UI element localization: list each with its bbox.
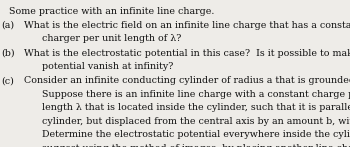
Text: Determine the electrostatic potential everywhere inside the cylinder.  I: Determine the electrostatic potential ev…	[24, 130, 350, 139]
Text: charger per unit length of λ?: charger per unit length of λ?	[24, 34, 181, 43]
Text: (b): (b)	[2, 49, 15, 57]
Text: length λ that is located inside the cylinder, such that it is parallel to the: length λ that is located inside the cyli…	[24, 103, 350, 112]
Text: cylinder, but displaced from the central axis by an amount b, with b < a.: cylinder, but displaced from the central…	[24, 117, 350, 126]
Text: What is the electric field on an infinite line charge that has a constant: What is the electric field on an infinit…	[24, 21, 350, 30]
Text: potential vanish at infinity?: potential vanish at infinity?	[24, 62, 173, 71]
Text: (c): (c)	[2, 76, 15, 85]
Text: What is the electrostatic potential in this case?  Is it possible to make the: What is the electrostatic potential in t…	[24, 49, 350, 57]
Text: Some practice with an infinite line charge.: Some practice with an infinite line char…	[9, 7, 214, 16]
Text: Consider an infinite conducting cylinder of radius a that is grounded.: Consider an infinite conducting cylinder…	[24, 76, 350, 85]
Text: suggest using the method of images, by placing another line charge outside: suggest using the method of images, by p…	[24, 144, 350, 147]
Text: (a): (a)	[2, 21, 15, 30]
Text: Suppose there is an infinite line charge with a constant charge per unity: Suppose there is an infinite line charge…	[24, 90, 350, 99]
